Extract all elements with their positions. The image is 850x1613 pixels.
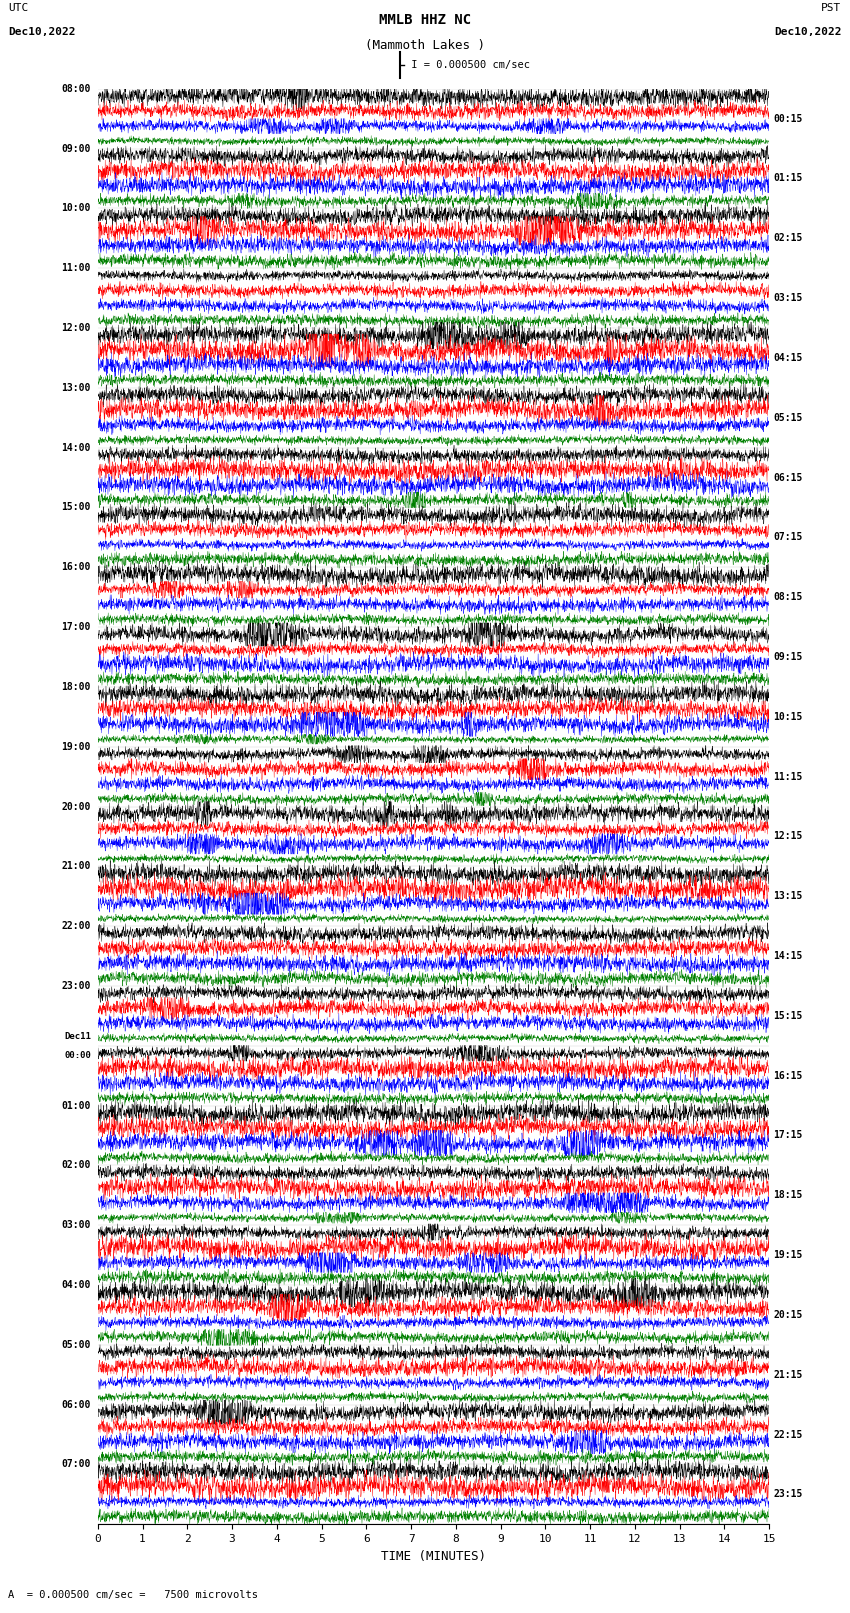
Text: 15:00: 15:00: [61, 502, 91, 513]
Text: 06:00: 06:00: [61, 1400, 91, 1410]
Text: 06:15: 06:15: [774, 473, 803, 482]
Text: 03:00: 03:00: [61, 1219, 91, 1231]
Text: 13:00: 13:00: [61, 382, 91, 394]
Text: 04:00: 04:00: [61, 1281, 91, 1290]
Text: 16:00: 16:00: [61, 563, 91, 573]
Text: 22:15: 22:15: [774, 1429, 803, 1439]
Text: 07:00: 07:00: [61, 1460, 91, 1469]
Text: 05:00: 05:00: [61, 1340, 91, 1350]
Text: 02:00: 02:00: [61, 1160, 91, 1171]
Text: 01:00: 01:00: [61, 1100, 91, 1111]
Text: 05:15: 05:15: [774, 413, 803, 423]
X-axis label: TIME (MINUTES): TIME (MINUTES): [381, 1550, 486, 1563]
Text: 17:00: 17:00: [61, 623, 91, 632]
Text: 18:15: 18:15: [774, 1190, 803, 1200]
Text: 23:00: 23:00: [61, 981, 91, 990]
Text: 09:15: 09:15: [774, 652, 803, 661]
Text: 00:15: 00:15: [774, 113, 803, 124]
Text: 07:15: 07:15: [774, 532, 803, 542]
Text: 14:15: 14:15: [774, 952, 803, 961]
Text: 20:15: 20:15: [774, 1310, 803, 1319]
Text: 10:00: 10:00: [61, 203, 91, 213]
Text: 03:15: 03:15: [774, 294, 803, 303]
Text: MMLB HHZ NC: MMLB HHZ NC: [379, 13, 471, 27]
Text: 00:00: 00:00: [64, 1050, 91, 1060]
Text: 12:00: 12:00: [61, 323, 91, 332]
Text: (Mammoth Lakes ): (Mammoth Lakes ): [365, 39, 485, 52]
Text: 08:15: 08:15: [774, 592, 803, 602]
Text: 21:15: 21:15: [774, 1369, 803, 1379]
Text: Dec10,2022: Dec10,2022: [8, 27, 76, 37]
Text: UTC: UTC: [8, 3, 29, 13]
Text: 02:15: 02:15: [774, 234, 803, 244]
Text: 23:15: 23:15: [774, 1489, 803, 1500]
Text: 18:00: 18:00: [61, 682, 91, 692]
Text: 01:15: 01:15: [774, 174, 803, 184]
Text: 14:00: 14:00: [61, 442, 91, 453]
Text: Dec11: Dec11: [64, 1032, 91, 1040]
Text: 10:15: 10:15: [774, 711, 803, 721]
Text: 04:15: 04:15: [774, 353, 803, 363]
Text: 11:15: 11:15: [774, 771, 803, 782]
Text: 09:00: 09:00: [61, 144, 91, 153]
Text: 22:00: 22:00: [61, 921, 91, 931]
Text: A  = 0.000500 cm/sec =   7500 microvolts: A = 0.000500 cm/sec = 7500 microvolts: [8, 1590, 258, 1600]
Text: 20:00: 20:00: [61, 802, 91, 811]
Text: 19:15: 19:15: [774, 1250, 803, 1260]
Text: 12:15: 12:15: [774, 831, 803, 842]
Text: 08:00: 08:00: [61, 84, 91, 94]
Text: 17:15: 17:15: [774, 1131, 803, 1140]
Text: 11:00: 11:00: [61, 263, 91, 273]
Text: 15:15: 15:15: [774, 1011, 803, 1021]
Text: 13:15: 13:15: [774, 892, 803, 902]
Text: 19:00: 19:00: [61, 742, 91, 752]
Text: I = 0.000500 cm/sec: I = 0.000500 cm/sec: [405, 60, 530, 69]
Text: PST: PST: [821, 3, 842, 13]
Text: 21:00: 21:00: [61, 861, 91, 871]
Text: Dec10,2022: Dec10,2022: [774, 27, 842, 37]
Text: 16:15: 16:15: [774, 1071, 803, 1081]
